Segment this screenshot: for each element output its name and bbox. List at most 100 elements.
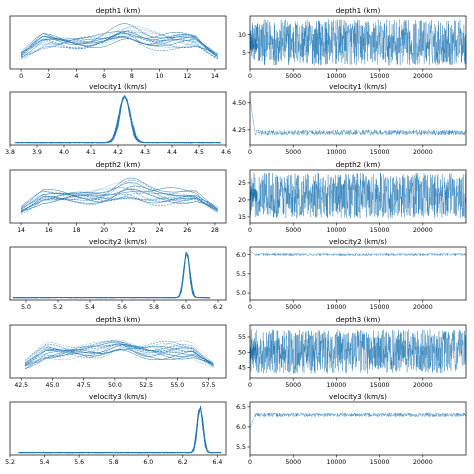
axes-frame [9, 324, 227, 379]
chain-density [18, 406, 221, 454]
plot-area [24, 339, 214, 370]
x-tick-label: 6.0 [181, 304, 191, 311]
chain-density [20, 36, 218, 60]
axes-frame [9, 15, 227, 70]
chain-density [18, 406, 221, 454]
panel-velocity1-hist: velocity1 (km/s) 3.8 3.9 4.0 4.1 4.2 4.3 4.4 4.5… [5, 82, 231, 156]
y-tick-label: 50 [238, 349, 246, 356]
x-tick-label: 20000 [413, 73, 433, 80]
y-tick-label: 5.5 [236, 444, 246, 451]
x-tick-label: 20000 [413, 149, 433, 156]
chain-density [20, 187, 218, 210]
x-tick-label: 20 [100, 227, 108, 234]
x-tick-label: 4.0 [59, 149, 69, 156]
y-tick-label: 5.5 [236, 271, 246, 278]
x-tick-label: 24 [156, 227, 164, 234]
panel-title: depth1 (km) [96, 6, 141, 15]
chain-density [24, 344, 214, 366]
x-tick-label: 0 [248, 382, 252, 389]
chain-density [20, 196, 218, 213]
x-tick-label: 10 [156, 73, 164, 80]
axes-frame [249, 401, 467, 456]
x-tick-label: 20000 [413, 382, 433, 389]
chain-density [13, 251, 211, 299]
y-tick-label: 5 [242, 50, 246, 57]
y-tick-label: 45 [238, 365, 246, 372]
x-tick-label: 5.4 [40, 459, 50, 466]
panel-title: depth3 (km) [336, 315, 381, 324]
x-tick-label: 10000 [327, 227, 347, 234]
axes-frame [249, 324, 467, 379]
x-tick-label: 57.5 [202, 382, 216, 389]
y-tick-label: 6.0 [236, 424, 246, 431]
panel-depth2-hist: depth2 (km) 14 16 18 20 22 24 26 28 [9, 160, 227, 234]
x-tick-label: 6 [102, 73, 106, 80]
x-tick-label: 55.0 [170, 382, 184, 389]
x-tick-label: 5.8 [109, 459, 119, 466]
x-tick-label: 14 [17, 227, 25, 234]
chain-density [24, 344, 214, 367]
x-tick-label: 6.2 [178, 459, 188, 466]
chain-density [15, 95, 221, 144]
x-tick-label: 5000 [285, 73, 301, 80]
axes-frame [249, 15, 467, 70]
plot-area [15, 94, 221, 144]
chain-density [20, 179, 218, 210]
x-tick-label: 28 [211, 227, 219, 234]
chain-density [20, 177, 218, 210]
x-tick-label: 5.8 [149, 304, 159, 311]
x-tick-label: 15000 [370, 149, 390, 156]
chain-density [20, 38, 218, 59]
x-tick-label: 10000 [327, 304, 347, 311]
chain-density [20, 35, 218, 58]
chain-density [20, 195, 218, 213]
x-tick-label: 3.9 [32, 149, 42, 156]
chain-density [18, 407, 221, 454]
chain-density [20, 188, 218, 213]
panel-title: velocity2 (km/s) [89, 237, 147, 246]
x-tick-label: 50.0 [108, 382, 122, 389]
x-tick-label: 15000 [370, 73, 390, 80]
panel-title: depth3 (km) [96, 315, 141, 324]
x-tick-label: 20000 [413, 227, 433, 234]
x-tick-label: 6.2 [213, 304, 223, 311]
chain-density [18, 405, 221, 454]
y-tick-label: 4.25 [232, 127, 246, 134]
y-tick-label: 15 [238, 214, 246, 221]
panel-depth2-trace: depth2 (km) 15 20 25 0 5000 10000 15000 20000 [238, 160, 467, 234]
x-tick-label: 10000 [327, 382, 347, 389]
chain-density [18, 406, 221, 454]
panel-velocity2-hist: velocity2 (km/s) 5.0 5.2 5.4 5.6 5.8 6.0 6.2 [9, 237, 227, 311]
x-tick-label: 5000 [285, 304, 301, 311]
y-tick-label: 5.0 [236, 290, 246, 297]
chain-density [24, 349, 214, 369]
chain-density [24, 339, 214, 366]
x-tick-label: 0 [248, 304, 252, 311]
chain-density [18, 407, 221, 454]
plot-area [13, 251, 211, 299]
x-tick-label: 6.4 [212, 459, 222, 466]
panel-title: velocity1 (km/s) [329, 82, 387, 91]
x-tick-label: 0 [248, 227, 252, 234]
x-tick-label: 5000 [285, 227, 301, 234]
x-tick-label: 5000 [285, 382, 301, 389]
x-tick-label: 5.2 [5, 459, 15, 466]
x-tick-label: 18 [73, 227, 81, 234]
axes-frame [249, 246, 467, 301]
x-tick-label: 5000 [285, 459, 301, 466]
x-tick-label: 5.6 [74, 459, 84, 466]
chain-density [20, 194, 218, 215]
x-tick-label: 26 [183, 227, 191, 234]
chain-density [18, 407, 221, 454]
chain-density [20, 187, 218, 211]
panel-title: depth2 (km) [96, 160, 141, 169]
plot-area [250, 249, 466, 257]
x-tick-label: 6.0 [143, 459, 153, 466]
x-tick-label: 2 [47, 73, 51, 80]
x-tick-label: 12 [183, 73, 191, 80]
x-tick-label: 20000 [413, 304, 433, 311]
chain-density [24, 346, 214, 367]
x-tick-label: 3.8 [5, 149, 15, 156]
panel-velocity3-trace: velocity3 (km/s) 5.5 6.0 6.5 0 5000 10000 15000… [236, 392, 467, 466]
panel-title: velocity2 (km/s) [329, 237, 387, 246]
